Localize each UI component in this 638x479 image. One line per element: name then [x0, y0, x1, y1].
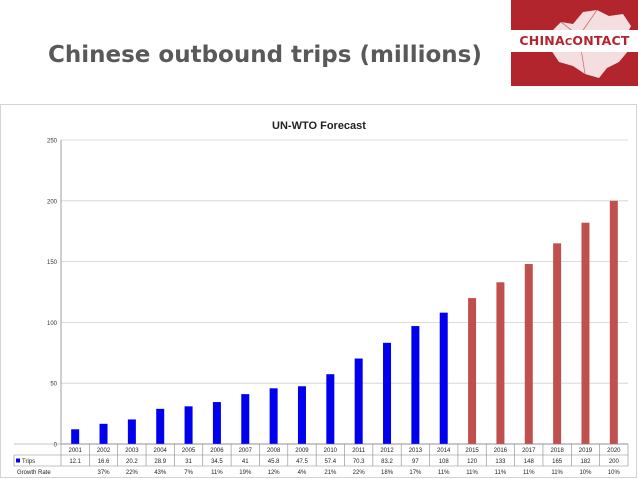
x-tick-label: 2003: [125, 448, 139, 454]
data-label: 148: [524, 459, 535, 465]
bar: [71, 429, 80, 444]
x-tick-label: 2005: [182, 448, 196, 454]
data-label: 41: [242, 459, 249, 465]
growth-rate-label: 11%: [523, 470, 535, 476]
x-tick-label: 2016: [494, 448, 508, 454]
data-label: 97: [412, 459, 419, 465]
data-label: 45.8: [268, 459, 280, 465]
x-tick-label: 2002: [97, 448, 111, 454]
x-tick-label: 2015: [465, 448, 479, 454]
growth-rate-label: 12%: [268, 470, 281, 476]
growth-rate-label: 21%: [324, 470, 337, 476]
y-tick-label: 150: [47, 260, 58, 266]
y-tick-label: 0: [54, 443, 58, 449]
growth-rate-label: 11%: [211, 470, 223, 476]
bar: [496, 282, 505, 444]
data-label: 83.2: [381, 459, 393, 465]
legend-label-growth: Growth Rate: [17, 470, 51, 476]
chart-title: UN-WTO Forecast: [272, 120, 366, 132]
data-label: 34.5: [211, 459, 223, 465]
x-tick-label: 2010: [324, 448, 338, 454]
growth-rate-label: 11%: [466, 470, 478, 476]
data-label: 120: [467, 459, 478, 465]
logo-text: CHINACONTACT: [511, 30, 638, 52]
x-tick-label: 2019: [579, 448, 593, 454]
bar: [383, 342, 392, 444]
growth-rate-label: 43%: [154, 470, 167, 476]
growth-rate-label: 22%: [353, 470, 366, 476]
data-label: 108: [439, 459, 450, 465]
growth-rate-label: 18%: [381, 470, 394, 476]
growth-rate-label: 11%: [438, 470, 450, 476]
growth-rate-label: 10%: [579, 470, 592, 476]
bar: [212, 402, 221, 444]
x-tick-label: 2004: [154, 448, 168, 454]
data-label: 133: [495, 459, 506, 465]
growth-rate-label: 19%: [239, 470, 252, 476]
growth-rate-label: 4%: [298, 470, 307, 476]
data-label: 165: [552, 459, 563, 465]
legend-label-trips: Trips: [22, 459, 35, 465]
chart-area: UN-WTO Forecast 0 50 100 150 200 250 2001 2002 20…: [0, 104, 637, 478]
y-tick-label: 100: [47, 321, 58, 327]
x-tick-label: 2017: [522, 448, 536, 454]
data-label: 47.5: [296, 459, 308, 465]
bar: [326, 374, 335, 444]
bar: [354, 358, 363, 444]
x-tick-label: 2007: [239, 448, 253, 454]
data-label: 57.4: [324, 459, 336, 465]
bar: [468, 298, 477, 444]
growth-rate-label: 7%: [184, 470, 193, 476]
y-tick-label: 200: [47, 199, 58, 205]
growth-rate-label: 11%: [551, 470, 563, 476]
growth-rate-label: 10%: [608, 470, 621, 476]
bar: [411, 326, 420, 444]
x-tick-label: 2006: [210, 448, 224, 454]
x-tick-label: 2014: [437, 448, 451, 454]
x-tick-label: 2013: [409, 448, 423, 454]
bar: [184, 406, 193, 444]
bar: [524, 264, 533, 444]
bar: [156, 408, 165, 444]
x-tick-label: 2012: [380, 448, 394, 454]
x-tick-label: 2011: [352, 448, 366, 454]
growth-rate-label: 22%: [126, 470, 139, 476]
bar-chart: UN-WTO Forecast 0 50 100 150 200 250 2001 2002 20…: [13, 120, 629, 476]
bar: [439, 312, 448, 444]
bar: [269, 388, 278, 444]
data-label: 28.9: [154, 459, 166, 465]
slide-title: Chinese outbound trips (millions): [48, 42, 482, 68]
x-tick-label: 2001: [68, 448, 82, 454]
x-tick-label: 2020: [607, 448, 621, 454]
y-tick-label: 50: [50, 382, 57, 388]
bar: [297, 386, 306, 444]
growth-rate-label: 17%: [409, 470, 422, 476]
data-label: 20.2: [126, 459, 138, 465]
growth-rate-label: 11%: [495, 470, 507, 476]
bar: [241, 394, 250, 444]
data-label: 16.6: [98, 459, 110, 465]
y-tick-label: 250: [47, 139, 58, 145]
data-label: 31: [185, 459, 192, 465]
legend-swatch: [16, 458, 20, 463]
data-label: 182: [580, 459, 591, 465]
bar: [581, 222, 590, 444]
x-tick-label: 2008: [267, 448, 281, 454]
bar: [127, 419, 136, 444]
china-contact-logo: CHINACONTACT: [511, 0, 638, 86]
data-label: 70.3: [353, 459, 365, 465]
x-tick-label: 2009: [295, 448, 309, 454]
x-tick-label: 2018: [550, 448, 564, 454]
data-label: 12.1: [69, 459, 81, 465]
bar: [99, 423, 108, 444]
growth-rate-label: 37%: [98, 470, 111, 476]
bar: [609, 200, 618, 444]
bar: [553, 243, 562, 444]
data-label: 200: [609, 459, 620, 465]
